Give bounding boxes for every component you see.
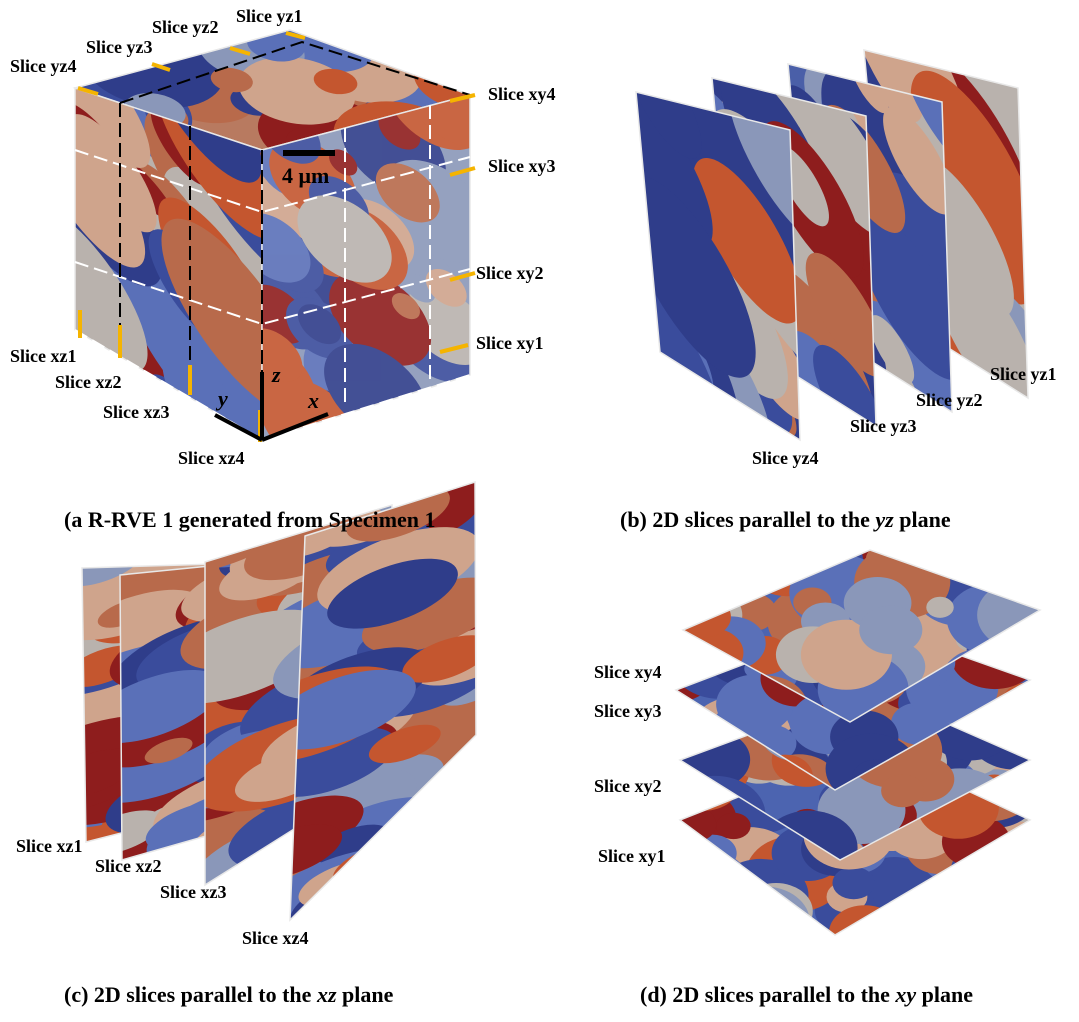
grain <box>968 879 1053 944</box>
grain <box>716 813 750 839</box>
caption: (d) 2D slices parallel to the xy plane <box>640 982 973 1007</box>
grain <box>761 916 788 937</box>
grain <box>672 654 702 677</box>
caption-part: (b) 2D slices parallel to the <box>620 507 870 532</box>
label: Slice yz4 <box>752 448 818 468</box>
label: Slice yz4 <box>10 56 76 76</box>
caption: (c) 2D slices parallel to the xz plane <box>64 982 394 1007</box>
grain <box>970 901 1016 936</box>
label: Slice xy2 <box>594 776 662 796</box>
caption-part: (c) 2D slices parallel to the <box>64 982 312 1007</box>
figure: Slice yz1 Slice yz2 Slice yz3 Slice yz4 … <box>0 0 1079 1022</box>
grain <box>670 795 697 816</box>
grain <box>938 908 975 937</box>
grain <box>393 9 475 63</box>
caption: (a R-RVE 1 generated from Specimen 1 <box>64 507 436 532</box>
grain <box>431 897 488 935</box>
label: Slice xz1 <box>10 346 76 366</box>
label: Slice yz3 <box>86 37 152 57</box>
grain <box>379 854 549 967</box>
label: Slice xz3 <box>160 882 226 902</box>
grain <box>713 536 776 584</box>
caption: (b) 2D slices parallel to the yz plane <box>620 507 951 532</box>
label: Slice xy1 <box>476 333 544 353</box>
label: Slice xz1 <box>16 836 82 856</box>
caption-part: plane <box>899 507 951 532</box>
grain <box>415 862 524 935</box>
grain <box>859 606 922 655</box>
grain <box>881 774 924 807</box>
label: Slice xz2 <box>95 856 161 876</box>
grain <box>926 597 953 618</box>
grain <box>676 560 714 589</box>
grain <box>688 835 737 872</box>
axis-label: x <box>307 388 319 413</box>
caption-part: plane <box>922 982 974 1007</box>
grain <box>974 515 1078 595</box>
label: Slice xz4 <box>242 928 308 948</box>
scale-label: 4 μm <box>282 163 329 188</box>
grain <box>669 662 699 685</box>
label: Slice yz3 <box>850 416 916 436</box>
grain <box>893 900 933 931</box>
grain <box>325 836 535 976</box>
label: Slice xy1 <box>598 846 666 866</box>
caption-part: yz <box>872 507 894 532</box>
grain <box>1010 701 1052 733</box>
grain <box>654 849 751 924</box>
caption-part: xz <box>316 982 337 1007</box>
scale-bar <box>283 150 335 156</box>
label: Slice xz4 <box>178 448 244 468</box>
label: Slice xy4 <box>488 84 556 104</box>
label: Slice yz2 <box>152 17 218 37</box>
label: Slice xy4 <box>594 662 662 682</box>
caption-part: (d) 2D slices parallel to the <box>640 982 890 1007</box>
label: Slice xy3 <box>594 701 662 721</box>
grain <box>669 806 717 843</box>
grain <box>832 867 874 900</box>
grain <box>938 900 966 921</box>
grain <box>1002 682 1055 723</box>
label: Slice xy3 <box>488 156 556 176</box>
grain <box>390 0 518 76</box>
label: Slice xz2 <box>55 372 121 392</box>
grain <box>713 899 790 958</box>
grain <box>684 914 726 946</box>
label: Slice yz1 <box>236 6 302 26</box>
caption-part: xy <box>894 982 916 1007</box>
axis-label: z <box>271 362 281 387</box>
grain <box>677 548 742 598</box>
label: Slice xz3 <box>103 402 169 422</box>
label: Slice yz1 <box>990 364 1056 384</box>
grain <box>717 886 809 957</box>
grain <box>977 579 1070 651</box>
label: Slice xy2 <box>476 263 544 283</box>
label: Slice yz2 <box>916 390 982 410</box>
grain <box>708 893 749 924</box>
caption-part: plane <box>342 982 394 1007</box>
artwork <box>0 0 1079 976</box>
grain <box>388 810 481 872</box>
grain <box>986 856 1070 921</box>
